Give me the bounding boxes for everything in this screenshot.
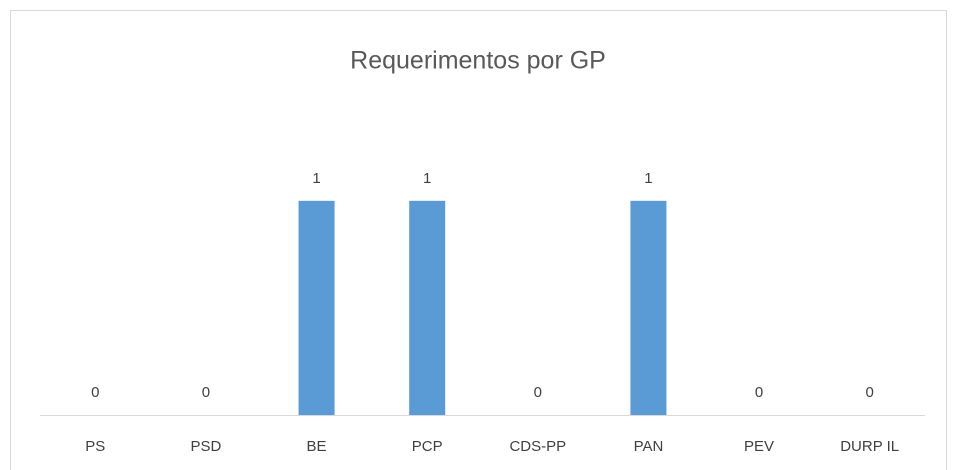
value-label: 1 — [312, 170, 320, 187]
x-tick-label: BE — [307, 438, 327, 455]
value-label: 0 — [755, 384, 763, 401]
value-label: 0 — [866, 384, 874, 401]
x-tick-label: PS — [85, 438, 105, 455]
chart-title: Requerimentos por GP — [350, 47, 606, 75]
value-label: 0 — [91, 384, 99, 401]
x-tick-label: PAN — [634, 438, 664, 455]
value-label: 0 — [202, 384, 210, 401]
value-label: 0 — [534, 384, 542, 401]
value-label: 1 — [423, 170, 431, 187]
x-tick-label: CDS-PP — [509, 438, 566, 455]
bar — [630, 200, 667, 415]
chart-frame — [10, 10, 947, 470]
x-tick-label: PEV — [744, 438, 774, 455]
x-tick-label: PSD — [191, 438, 222, 455]
x-tick-label: PCP — [412, 438, 443, 455]
bar — [409, 200, 446, 415]
x-tick-label: DURP IL — [840, 438, 899, 455]
bar — [298, 200, 335, 415]
value-label: 1 — [644, 170, 652, 187]
